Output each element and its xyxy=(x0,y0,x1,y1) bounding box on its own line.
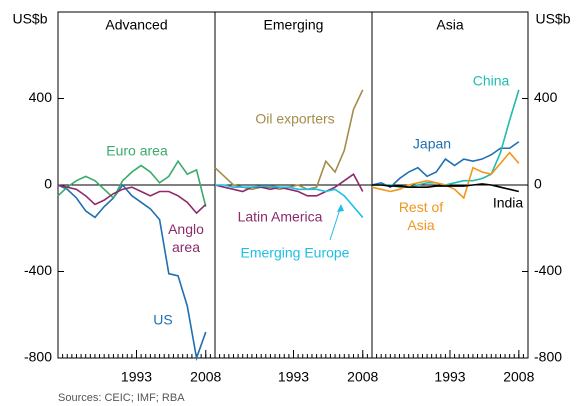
series-line xyxy=(214,173,364,197)
series-label: China xyxy=(473,73,510,89)
y2-tick-label: -400 xyxy=(534,262,562,278)
y2-tick-label: 400 xyxy=(534,89,558,105)
panel-title: Asia xyxy=(436,17,463,33)
panel-title: Emerging xyxy=(264,17,324,33)
x-tick-label: 1993 xyxy=(434,369,465,385)
series-line xyxy=(57,159,207,207)
series-label: Anglo area xyxy=(168,221,204,255)
y-tick-label: -800 xyxy=(24,349,52,365)
series-line xyxy=(371,151,520,200)
x-tick-label: 1993 xyxy=(278,369,309,385)
source-note: Sources: CEIC; IMF; RBA xyxy=(58,392,185,404)
series-label: US xyxy=(153,312,172,328)
series-label: Euro area xyxy=(106,143,168,159)
x-tick-label: 2008 xyxy=(347,369,378,385)
y-tick-label: 0 xyxy=(44,176,52,192)
series-line xyxy=(215,184,364,218)
series-label: Emerging Europe xyxy=(241,245,350,261)
y2-tick-label: 0 xyxy=(534,176,542,192)
series-label: Rest of Asia xyxy=(399,199,443,233)
series-line xyxy=(214,89,364,191)
x-tick-label: 2008 xyxy=(190,369,221,385)
series-label: Japan xyxy=(413,136,451,152)
y-tick-label: -400 xyxy=(24,262,52,278)
panel-title: Advanced xyxy=(105,17,167,33)
series-label: Latin America xyxy=(238,209,323,225)
y-axis-label: US$b xyxy=(12,11,47,27)
y-tick-label: 400 xyxy=(29,89,53,105)
x-tick-label: 2008 xyxy=(503,369,534,385)
series-label: India xyxy=(493,195,524,211)
series-label: Oil exporters xyxy=(255,111,334,127)
series-line xyxy=(57,183,207,362)
arrow-head xyxy=(337,204,344,212)
x-tick-label: 1993 xyxy=(121,369,152,385)
series-line xyxy=(371,141,520,189)
series-line xyxy=(57,184,207,215)
series-line xyxy=(372,183,520,193)
y2-tick-label: -800 xyxy=(534,349,562,365)
y2-axis-label: US$b xyxy=(535,11,570,27)
